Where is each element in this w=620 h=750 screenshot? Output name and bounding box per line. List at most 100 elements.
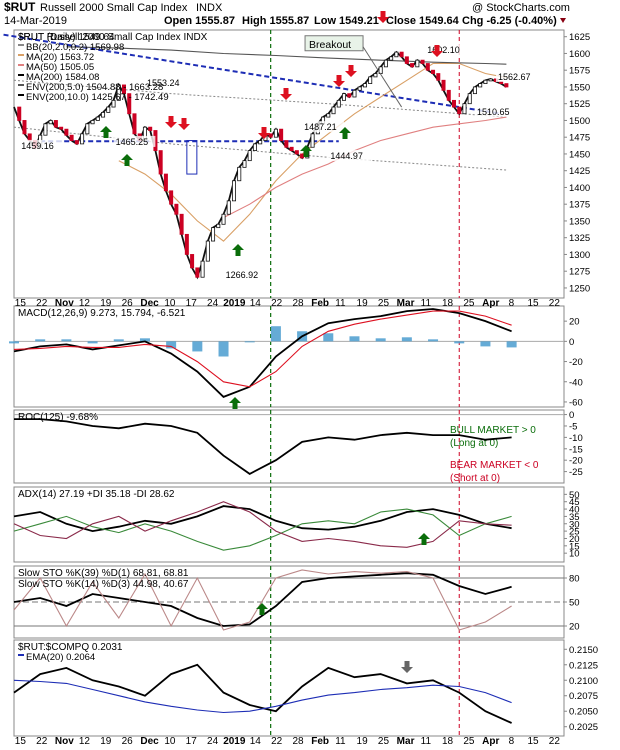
x-tick-label: 25 — [378, 736, 390, 747]
candle — [368, 76, 373, 85]
price-annotation-bg — [475, 105, 517, 117]
ohlc-low: Low 1549.21 — [314, 15, 379, 27]
chart-symbol: $RUT — [4, 0, 36, 14]
y-tick-label: 1350 — [569, 216, 590, 227]
candle — [22, 120, 27, 135]
candle — [69, 134, 74, 141]
candle — [195, 267, 200, 278]
series-line-slow-sto-k-39- — [13, 572, 512, 627]
x-tick-label: 24 — [207, 736, 219, 747]
x-tick-label: 22 — [271, 736, 283, 747]
buy-arrow-icon — [232, 244, 244, 256]
candle — [289, 146, 294, 151]
x-tick-label: 11 — [335, 736, 346, 747]
x-tick-label: 2019 — [223, 736, 246, 747]
candle — [48, 120, 53, 125]
series-line-signal — [13, 310, 512, 388]
candle — [179, 213, 184, 235]
macd-histogram-bar — [192, 341, 203, 352]
breakout-label: Breakout — [309, 39, 351, 51]
y-tick-label: 35 — [569, 512, 580, 523]
series-line-ema-20- — [13, 679, 512, 714]
candle — [389, 56, 394, 61]
x-tick-label: Mar — [397, 736, 415, 747]
buy-arrow-icon — [100, 126, 112, 138]
candle — [17, 106, 22, 121]
candle — [336, 99, 341, 108]
candle — [341, 93, 346, 101]
y-tick-label: 1525 — [569, 99, 590, 110]
series-line--di — [13, 501, 512, 548]
x-tick-label: 25 — [463, 736, 475, 747]
candle — [268, 133, 273, 138]
panel-macd: 20 0 -20 -40 -60 MACD(12,26,9) 9.273, 15.794,… — [9, 305, 583, 408]
candle — [420, 59, 425, 64]
price-annotation-bg — [328, 149, 371, 161]
price-annotation: 1266.92 — [226, 270, 259, 280]
candle — [279, 128, 284, 141]
y-tick-label: 0.2125 — [569, 660, 598, 671]
x-tick-label: 12 — [79, 736, 91, 747]
x-tick-label: 25 — [463, 298, 475, 309]
series-line-ma-20- — [118, 62, 507, 242]
price-annotation: 1562.67 — [498, 72, 531, 82]
candle — [357, 86, 362, 91]
legend-swatch — [18, 74, 24, 76]
price-annotation: 1487.21 — [304, 122, 337, 132]
candle — [472, 86, 477, 95]
candle — [200, 260, 205, 278]
x-tick-label: Apr — [482, 736, 499, 747]
candle — [205, 240, 210, 262]
y-tick-label: 1250 — [569, 283, 590, 294]
x-tick-label: 24 — [207, 298, 219, 309]
y-tick-label: 0.2100 — [569, 676, 598, 687]
sell-arrow-icon — [431, 45, 443, 57]
candle — [53, 120, 58, 128]
series-line-roc-125- — [14, 418, 512, 475]
x-tick-label: Feb — [311, 298, 329, 309]
x-tick-label: 11 — [421, 736, 432, 747]
bear-market-note: BEAR MARKET < 0 — [450, 460, 539, 471]
panel-title: ROC(125) -9.68% — [18, 412, 98, 423]
series-line--rut-compq — [13, 663, 512, 724]
y-tick-label: -25 — [569, 467, 583, 478]
macd-histogram-bar — [139, 338, 150, 342]
buy-arrow-icon — [418, 533, 430, 545]
x-tick-label: 11 — [335, 298, 346, 309]
candle — [158, 150, 163, 175]
y-tick-label: 10 — [569, 549, 580, 560]
x-tick-label: 8 — [509, 298, 515, 309]
candle — [394, 51, 399, 58]
price-annotation: 1553.24 — [147, 78, 180, 88]
price-annotation-bg — [302, 121, 344, 133]
series-line-slow-sto-k-14- — [13, 569, 512, 631]
y-tick-label: 40 — [569, 505, 580, 516]
chart-name: Russell 2000 Small Cap Index — [40, 2, 188, 14]
y-tick-label: 30 — [569, 519, 580, 530]
panel-title: MACD(12,26,9) 9.273, 15.794, -6.521 — [18, 308, 186, 319]
y-tick-label: 1625 — [569, 32, 590, 43]
y-tick-label: -20 — [569, 456, 583, 467]
candle — [95, 116, 100, 121]
y-tick-label: 1425 — [569, 166, 590, 177]
y-tick-label: 1475 — [569, 133, 590, 144]
y-tick-label: -10 — [569, 433, 583, 444]
legend-entry: ENV(200,5.0) 1504.88 - 1663.28 — [26, 82, 163, 93]
candle — [326, 113, 331, 118]
macd-histogram-bar — [480, 341, 491, 347]
x-tick-label: 22 — [549, 736, 561, 747]
chart-date: 14-Mar-2019 — [4, 15, 67, 27]
y-tick-label: -15 — [569, 444, 583, 455]
series-line--di — [13, 508, 512, 551]
y-tick-label: -60 — [569, 397, 583, 408]
panel-roc: 0-5-10-15-20-25 BULL MARKET > 0 (Long at 0… — [13, 409, 583, 484]
panel-price: 1250 1275 1300 1325 1350 1375 1400 1425 1450 1475… — [3, 29, 590, 299]
candle — [441, 79, 446, 91]
y-tick-label: 0.2050 — [569, 707, 598, 718]
y-tick-label: 1575 — [569, 66, 590, 77]
x-tick-label: Apr — [482, 298, 499, 309]
candle — [43, 123, 48, 136]
x-tick-label: 26 — [122, 736, 134, 747]
buy-arrow-icon — [339, 127, 351, 139]
